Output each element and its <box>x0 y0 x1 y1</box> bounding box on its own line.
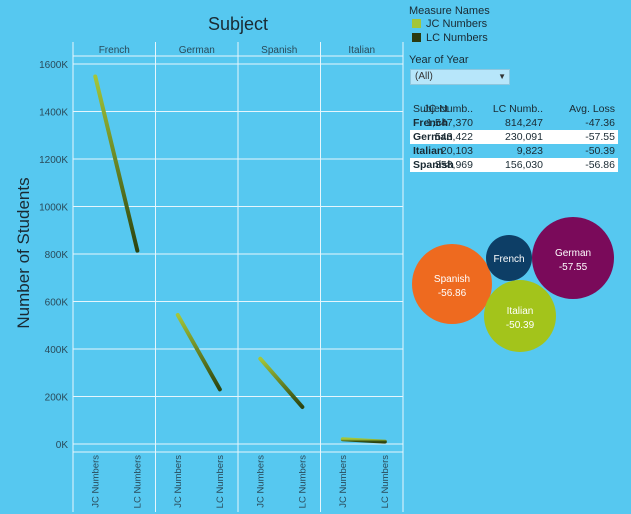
table-cell: German <box>413 131 453 143</box>
table-cell: 156,030 <box>505 159 543 171</box>
year-filter-value: (All) <box>415 71 433 82</box>
panel-header-italian: Italian <box>348 45 375 56</box>
table-row[interactable]: German 543,422 230,091 -57.55 <box>410 130 618 144</box>
y-tick-label: 800K <box>45 250 69 261</box>
y-tick-label: 1400K <box>39 108 68 119</box>
y-axis-label: Number of Students <box>14 177 33 328</box>
table-row[interactable]: French 1,547,370 814,247 -47.36 <box>410 116 618 130</box>
y-tick-label: 600K <box>45 298 69 309</box>
table-cell: 543,422 <box>435 131 473 143</box>
slope-line-italian <box>340 437 387 444</box>
table-cell: 1,547,370 <box>426 117 473 129</box>
y-tick-label: 200K <box>45 393 69 404</box>
bubble-italian[interactable]: Italian -50.39 <box>484 280 556 352</box>
panel-header-spanish: Spanish <box>261 45 297 56</box>
legend-item-lc[interactable]: LC Numbers <box>412 32 488 45</box>
table-cell: French <box>413 117 449 129</box>
y-tick-label: 400K <box>45 345 69 356</box>
panel-header-french: French <box>99 45 130 56</box>
bubble-label: Spanish <box>434 274 470 285</box>
bubble-value: -50.39 <box>506 320 535 331</box>
x-tick-label: JC Numbers <box>255 455 266 508</box>
bubble-circle <box>412 244 492 324</box>
y-tick-label: 1000K <box>39 203 68 214</box>
bubble-german[interactable]: German -57.55 <box>532 217 614 299</box>
x-tick-label: JC Numbers <box>90 455 101 508</box>
legend-swatch-jc <box>412 19 421 28</box>
table-cell: -56.86 <box>585 159 615 171</box>
table-cell: 230,091 <box>505 131 543 143</box>
y-tick-label: 0K <box>56 440 69 451</box>
bubble-label: Italian <box>507 306 534 317</box>
table-cell: Spanish <box>413 159 454 171</box>
legend-label-jc: JC Numbers <box>426 18 488 30</box>
x-tick-label: LC Numbers <box>132 455 143 509</box>
table-header-subject[interactable]: Subject <box>413 103 449 115</box>
table-header-row: Subject JC Numb.. LC Numb.. Avg. Loss <box>410 102 618 116</box>
summary-table: Subject JC Numb.. LC Numb.. Avg. Loss Fr… <box>410 102 618 172</box>
table-cell: -47.36 <box>585 117 615 129</box>
bubble-circle <box>532 217 614 299</box>
slope-line-spanish <box>258 356 305 409</box>
legend-label-lc: LC Numbers <box>426 32 488 44</box>
table-cell: 358,969 <box>435 159 473 171</box>
slope-chart: Subject Number of Students French German S… <box>14 14 404 512</box>
table-header-lc[interactable]: LC Numb.. <box>492 103 543 115</box>
table-cell: 9,823 <box>516 145 543 157</box>
slope-line-german <box>175 312 222 392</box>
x-tick-label: JC Numbers <box>173 455 184 508</box>
filter-title: Year of Year <box>409 54 469 66</box>
bubble-value: -57.55 <box>559 262 588 273</box>
x-tick-label: LC Numbers <box>380 455 391 509</box>
table-row[interactable]: Spanish 358,969 156,030 -56.86 <box>410 158 618 172</box>
bubble-label: French <box>493 254 524 265</box>
table-cell: -50.39 <box>585 145 615 157</box>
chart-title: Subject <box>208 14 268 34</box>
chevron-down-icon[interactable]: ▼ <box>498 72 506 81</box>
y-tick-label: 1600K <box>39 60 68 71</box>
slope-lines <box>93 74 387 444</box>
table-header-avg-loss[interactable]: Avg. Loss <box>569 103 615 115</box>
year-filter-dropdown[interactable]: (All) ▼ <box>410 69 510 85</box>
panels: French German Spanish Italian <box>99 45 375 56</box>
bubble-circle <box>486 235 532 281</box>
x-axis-labels: JC Numbers LC Numbers JC Numbers LC Numbers… <box>90 455 391 509</box>
bubble-french[interactable]: French <box>486 235 532 281</box>
bubble-value: -56.86 <box>438 288 467 299</box>
legend-swatch-lc <box>412 33 421 42</box>
panel-header-german: German <box>179 45 215 56</box>
bubble-spanish[interactable]: Spanish -56.86 <box>412 244 492 324</box>
slope-line-french <box>93 74 140 253</box>
x-tick-label: LC Numbers <box>297 455 308 509</box>
table-cell: -57.55 <box>585 131 615 143</box>
bubble-circle <box>484 280 556 352</box>
table-row[interactable]: Italian 20,103 9,823 -50.39 <box>410 144 618 158</box>
y-tick-label: 1200K <box>39 155 68 166</box>
y-axis-ticks: 0K 200K 400K 600K 800K 1000K 1200K 1400K 1600K <box>39 60 68 451</box>
table-cell: 20,103 <box>440 145 473 157</box>
x-tick-label: LC Numbers <box>215 455 226 509</box>
bubble-label: German <box>555 248 591 259</box>
bubble-chart: Spanish -56.86 French Italian -50.39 German -5… <box>412 217 614 352</box>
legend-item-jc[interactable]: JC Numbers <box>412 18 487 31</box>
legend-title: Measure Names <box>409 5 490 17</box>
table-cell: Italian <box>413 145 444 157</box>
table-header-jc[interactable]: JC Numb.. <box>423 103 473 115</box>
table-cell: 814,247 <box>505 117 543 129</box>
x-tick-label: JC Numbers <box>338 455 349 508</box>
